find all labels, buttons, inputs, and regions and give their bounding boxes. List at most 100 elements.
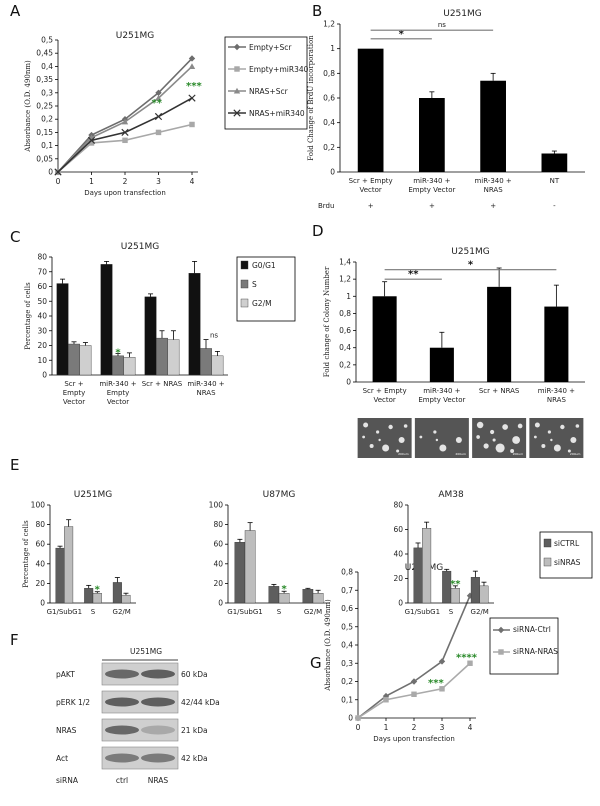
data-point [438,658,446,665]
bar [234,542,246,604]
data-point [189,121,195,128]
panel-g-y-tick-label: 0 [348,714,353,723]
panel-a-y-tick-label: 0,1 [41,141,53,150]
colony-image: 200um [414,418,469,458]
panel-b-y-tick-label: 0,2 [323,143,335,152]
bar [167,339,180,376]
panel-a-title: U251MG [116,31,155,41]
x-tick-label: 0 [56,177,61,186]
panel-e3-y-tick-label: 60 [393,525,403,534]
panel-e-legend: siCTRL siNRAS [539,531,593,579]
bar [480,80,506,172]
blot-band [141,753,175,763]
colony [455,437,462,443]
panel-a-x-label: Days upon transfection [84,189,166,197]
panel-b-y-tick-label: 0 [330,168,335,177]
panel-c-legend: G0/G1 S G2/M [236,256,296,322]
panel-b: U251MG 0 0,2 0,4 0,6 0,8 1 1,2 Fold Change of Br… [307,9,585,210]
data-point [439,686,445,692]
legend-entry: G2/M [252,299,272,308]
category-label: NRAS [484,186,504,194]
category-label: S [449,608,454,616]
legend-entry: G0/G1 [252,261,276,270]
legend-marker [234,66,240,72]
panel-c-y-tick-label: 80 [37,253,47,262]
x-tick-label: 4 [190,177,195,186]
bar [200,348,212,376]
panel-a-y-tick-label: 0,3 [41,88,53,97]
legend-marker [233,43,241,51]
bar [64,526,74,604]
panel-e2-y-tick-label: 0 [218,599,223,608]
blot-row-label: NRAS [56,726,77,735]
legend-swatch [240,298,249,308]
panel-c-y-tick-label: 10 [37,356,47,365]
lane-label: NRAS [148,776,169,785]
data-point [188,63,196,69]
legend-swatch [543,538,552,548]
category-label: Scr + [64,380,83,388]
sirna-label: siRNA [56,776,79,785]
panel-e1-y-tick-label: 80 [35,520,45,529]
data-point [87,136,96,144]
panel-c-title: U251MG [121,242,160,252]
category-label: G1/SubG1 [47,608,82,616]
colony [575,424,580,428]
sig-annotation: **** [456,652,478,663]
bar [68,343,80,376]
data-point-b [154,112,163,121]
panel-a-legend: Empty+Scr Empty+miR340 NRAS+Scr NRAS+miR340 [224,36,309,130]
bar [121,594,131,604]
colony [492,438,496,442]
panel-e3-title: AM38 [438,490,464,500]
bar [211,355,224,376]
panel-c-y-tick-label: 0 [42,371,47,380]
blot-band [105,669,139,679]
legend-entry: S [252,280,257,289]
data-point [188,94,196,102]
panel-a-y-tick-label: 0,05 [36,154,53,163]
bar [429,347,454,382]
panel-c-y-tick-label: 50 [37,297,47,306]
panel-g-y-tick-label: 0,5 [341,622,353,631]
panel-e1-y-tick-label: 20 [35,579,45,588]
panel-a-y-tick-label: 0,5 [41,36,53,45]
panel-b-y-tick-label: 0,8 [323,69,335,78]
sig-label: ** [408,269,419,280]
bar [123,357,136,376]
panel-e2-y-tick-label: 40 [213,559,223,568]
colony [419,435,423,439]
colony [483,443,489,449]
panel-g-y-tick-label: 0,3 [341,659,353,668]
legend-marker [233,109,241,117]
panel-c-y-label: Percentage of cells [24,282,32,350]
panel-b-title: U251MG [443,9,482,19]
panel-f: U251MG pAKT 60 kDa pERK 1/2 42/44 kDa NRAS 21 … [56,647,220,785]
bar [79,345,92,376]
panel-a-y-tick-label: 0,35 [36,75,53,84]
panel-e3-y-tick-label: 40 [393,550,403,559]
data-point [188,55,196,62]
bar [302,589,314,604]
category-label: Scr + Empty [349,177,393,185]
panel-e-label: E [10,456,19,474]
panel-e2-title: U87MG [263,490,296,500]
panel-d-y-tick-label: 1,2 [339,275,351,284]
x-tick-label: 0 [356,723,361,732]
bar [188,273,201,376]
colony [517,423,523,429]
panel-g-y-tick-label: 0,4 [341,641,353,650]
legend-marker [498,649,504,655]
category-label: Vector [107,398,129,406]
panel-g-y-label: Absorbance (O.D. 490nm) [324,599,332,692]
panel-e2-y-tick-label: 80 [213,520,223,529]
brdu-mark: + [429,202,435,210]
bar [144,296,157,376]
colony [388,424,393,430]
legend-entry: NRAS+Scr [249,87,289,96]
colony [378,438,381,442]
data-point [382,692,390,700]
panel-g-y-tick-label: 0,6 [341,604,353,613]
panel-e1: U251MG 0 20 40 60 80 100 Percentage of cells G1/… [22,490,136,616]
panel-e3-y-tick-label: 0 [398,599,403,608]
